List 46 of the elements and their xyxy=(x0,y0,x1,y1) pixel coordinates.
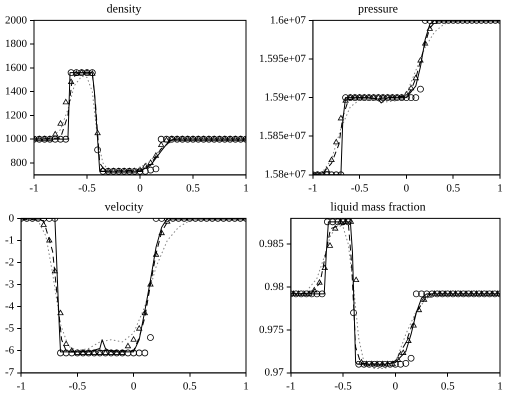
y-tick-label: 800 xyxy=(10,156,28,169)
y-tick-label: -6 xyxy=(4,344,15,357)
x-tick-label: 1 xyxy=(243,182,249,194)
chart-title: density xyxy=(106,1,142,16)
x-tick-label: -0.5 xyxy=(350,182,369,194)
x-tick-label: 0.5 xyxy=(186,182,200,194)
y-tick-label: -3 xyxy=(4,278,15,290)
y-tick-label: 1.6e+07 xyxy=(270,14,306,26)
y-tick-label: 1000 xyxy=(5,133,28,146)
y-tick-label: -7 xyxy=(4,366,15,379)
chart-title: pressure xyxy=(358,1,398,16)
y-tick-label: 0.98 xyxy=(264,280,284,293)
x-tick-label: 0 xyxy=(130,380,137,392)
y-tick-label: 0 xyxy=(8,212,15,224)
x-tick-label: -0.5 xyxy=(78,182,96,194)
y-tick-label: 1200 xyxy=(5,109,28,122)
x-tick-label: 0.5 xyxy=(446,182,461,194)
x-tick-label: -0.5 xyxy=(68,380,87,392)
x-tick-label: 0.5 xyxy=(440,380,456,392)
y-tick-label: 1.59e+07 xyxy=(264,91,306,104)
x-tick-label: -1 xyxy=(308,182,318,194)
y-tick-label: -1 xyxy=(4,234,14,246)
y-tick-label: 1400 xyxy=(5,86,28,98)
y-tick-label: 0.975 xyxy=(259,324,284,336)
y-tick-label: 1800 xyxy=(5,38,28,50)
x-tick-label: 0 xyxy=(404,182,410,194)
y-tick-label: 0.985 xyxy=(259,238,284,250)
y-tick-label: 1600 xyxy=(5,62,28,74)
x-tick-label: -1 xyxy=(29,182,39,194)
chart-title: liquid mass fraction xyxy=(330,199,426,214)
x-tick-label: 0 xyxy=(137,182,144,194)
y-tick-label: 0.97 xyxy=(264,366,284,379)
y-tick-label: -5 xyxy=(4,322,15,335)
y-tick-label: 1.595e+07 xyxy=(258,52,306,65)
x-tick-label: -0.5 xyxy=(334,380,352,392)
x-tick-label: 1 xyxy=(497,380,503,392)
y-tick-label: 1.58e+07 xyxy=(264,168,306,181)
x-tick-label: 0 xyxy=(392,380,399,392)
y-tick-label: 1.585e+07 xyxy=(258,130,306,142)
y-tick-label: -4 xyxy=(4,300,15,313)
x-tick-label: 1 xyxy=(497,182,503,194)
y-tick-label: 2000 xyxy=(5,14,28,26)
chart-title: velocity xyxy=(104,199,144,214)
y-tick-label: -2 xyxy=(4,256,14,268)
x-tick-label: 0.5 xyxy=(182,380,198,392)
x-tick-label: 1 xyxy=(243,380,249,392)
